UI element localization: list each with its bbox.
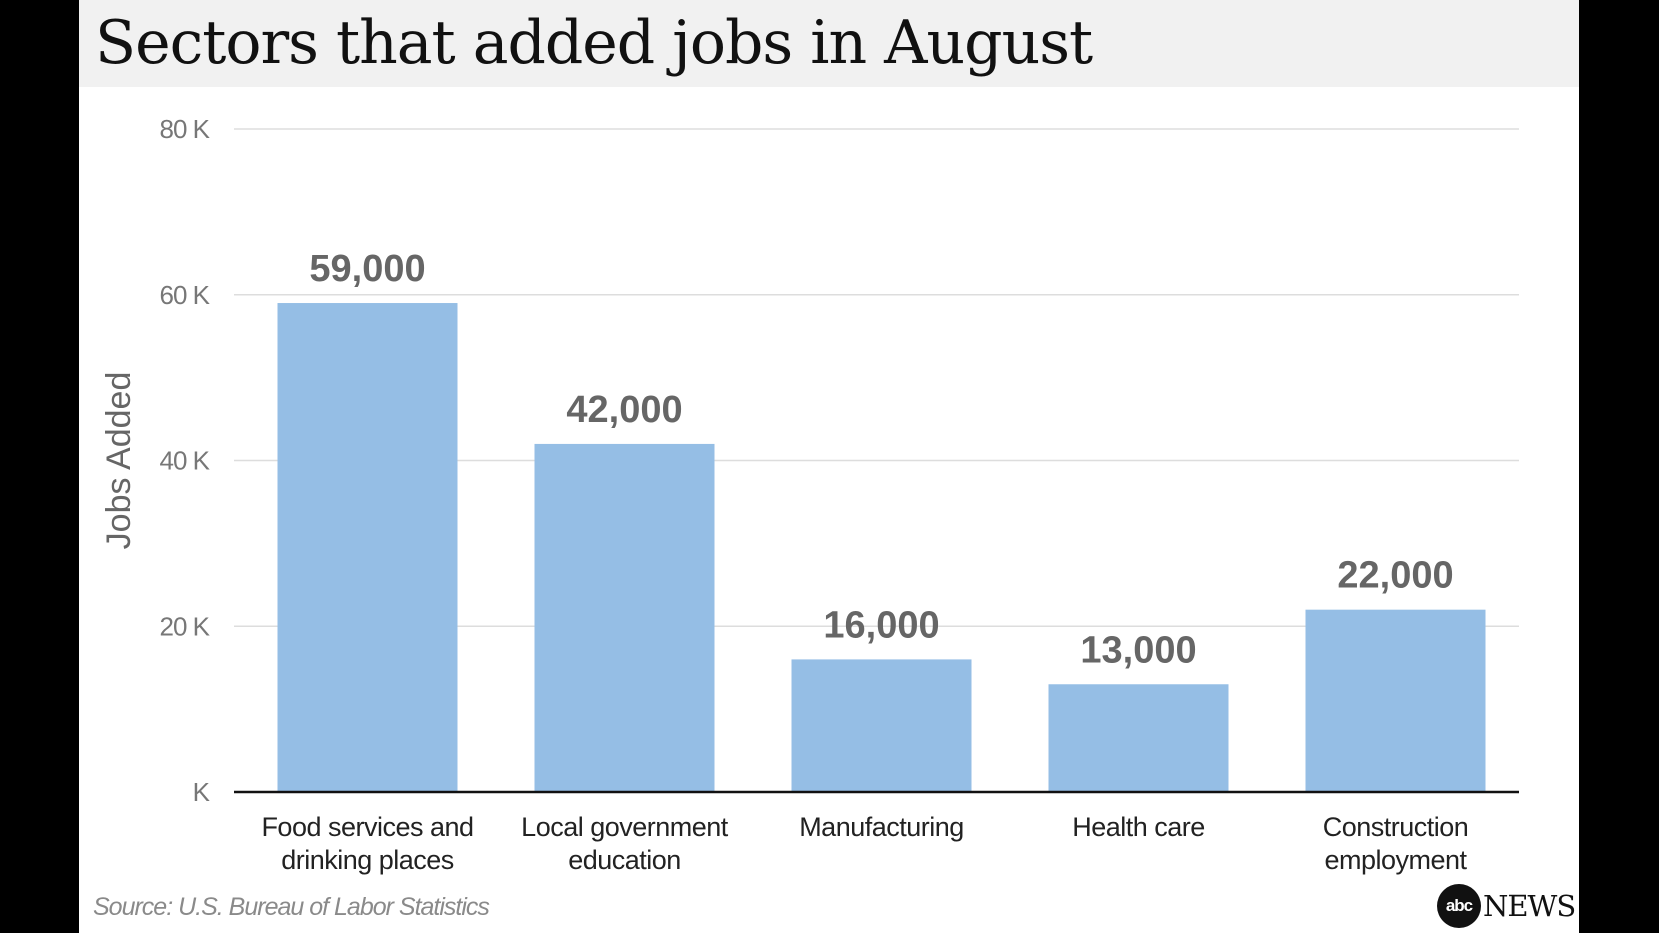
data-label: 22,000 xyxy=(1337,555,1453,597)
data-label: 16,000 xyxy=(823,604,939,646)
x-tick-label: Local government xyxy=(521,812,729,842)
x-tick-label: employment xyxy=(1324,845,1467,875)
y-axis-label: Jobs Added xyxy=(100,372,138,550)
title-bar: Sectors that added jobs in August xyxy=(79,0,1579,87)
y-tick-label: K xyxy=(193,777,211,807)
y-tick-label: 80 K xyxy=(160,114,211,144)
bar xyxy=(1305,609,1486,792)
x-tick-label: Health care xyxy=(1072,812,1205,842)
abc-news-logo: abc NEWS xyxy=(1437,884,1576,928)
x-tick-label: Manufacturing xyxy=(799,812,964,842)
source-note: Source: U.S. Bureau of Labor Statistics xyxy=(93,893,490,921)
abc-logo-mark: abc xyxy=(1437,884,1481,928)
bar xyxy=(534,443,715,792)
news-logo-text: NEWS xyxy=(1483,889,1576,923)
x-tick-label: Construction xyxy=(1323,812,1469,842)
bar xyxy=(791,659,972,792)
x-tick-label: education xyxy=(568,845,681,875)
x-tick-label: Food services and xyxy=(261,812,473,842)
bar xyxy=(277,303,458,792)
chart-title: Sectors that added jobs in August xyxy=(95,8,1093,78)
bar xyxy=(1048,684,1229,792)
chart-panel: Sectors that added jobs in August K 20 K 4… xyxy=(79,0,1579,933)
y-tick-label: 60 K xyxy=(160,280,211,310)
bar-chart: K 20 K 40 K 60 K 80 K Jobs Added 59,000 Food se… xyxy=(100,114,1519,875)
data-label: 59,000 xyxy=(309,248,425,290)
x-tick-label: drinking places xyxy=(281,845,454,875)
y-tick-label: 40 K xyxy=(160,446,211,476)
data-label: 13,000 xyxy=(1080,629,1196,671)
data-label: 42,000 xyxy=(566,389,682,431)
y-tick-label: 20 K xyxy=(160,611,211,641)
